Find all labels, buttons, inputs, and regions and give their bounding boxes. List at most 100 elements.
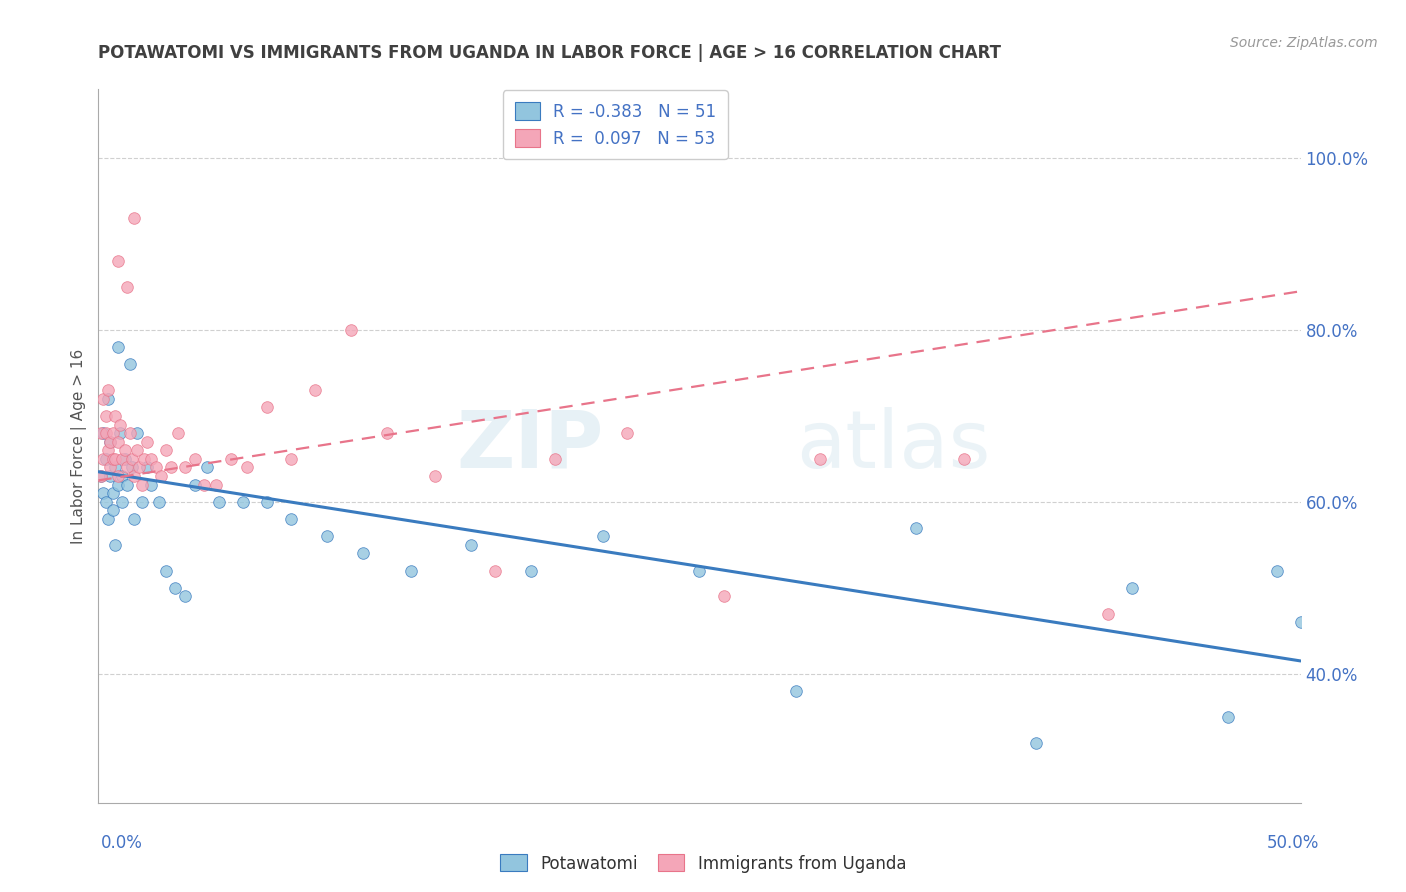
Point	[616, 426, 638, 441]
Point	[125, 443, 148, 458]
Text: 0.0%: 0.0%	[101, 834, 143, 852]
Point	[108, 417, 131, 432]
Point	[713, 590, 735, 604]
Point	[195, 460, 218, 475]
Point	[155, 443, 177, 458]
Point	[155, 564, 177, 578]
Point	[280, 451, 302, 466]
Point	[689, 564, 711, 578]
Point	[315, 529, 337, 543]
Legend: R = -0.383   N = 51, R =  0.097   N = 53: R = -0.383 N = 51, R = 0.097 N = 53	[503, 90, 728, 160]
Point	[104, 409, 127, 423]
Point	[91, 486, 114, 500]
Point	[256, 401, 278, 415]
Point	[121, 451, 143, 466]
Point	[205, 477, 228, 491]
Point	[544, 451, 567, 466]
Point	[114, 451, 136, 466]
Point	[219, 451, 242, 466]
Legend: Potawatomi, Immigrants from Uganda: Potawatomi, Immigrants from Uganda	[494, 847, 912, 880]
Point	[375, 426, 398, 441]
Point	[101, 486, 124, 500]
Point	[208, 495, 231, 509]
Point	[100, 460, 122, 475]
Point	[484, 564, 506, 578]
Point	[904, 521, 927, 535]
Point	[304, 383, 326, 397]
Point	[91, 451, 114, 466]
Text: ZIP: ZIP	[456, 407, 603, 485]
Point	[111, 451, 134, 466]
Point	[91, 426, 114, 441]
Point	[124, 512, 146, 526]
Point	[101, 503, 124, 517]
Point	[118, 426, 141, 441]
Point	[90, 426, 112, 441]
Point	[174, 590, 197, 604]
Point	[520, 564, 543, 578]
Point	[94, 495, 117, 509]
Y-axis label: In Labor Force | Age > 16: In Labor Force | Age > 16	[72, 349, 87, 543]
Point	[148, 495, 170, 509]
Point	[91, 392, 114, 406]
Point	[100, 434, 122, 449]
Point	[1025, 736, 1047, 750]
Point	[107, 434, 129, 449]
Point	[97, 392, 120, 406]
Point	[131, 477, 153, 491]
Point	[94, 451, 117, 466]
Point	[808, 451, 831, 466]
Point	[128, 460, 150, 475]
Point	[1265, 564, 1288, 578]
Point	[124, 211, 146, 226]
Point	[118, 357, 141, 371]
Point	[135, 434, 157, 449]
Point	[149, 469, 172, 483]
Point	[104, 460, 127, 475]
Point	[135, 460, 157, 475]
Point	[592, 529, 614, 543]
Point	[107, 254, 129, 268]
Text: POTAWATOMI VS IMMIGRANTS FROM UGANDA IN LABOR FORCE | AGE > 16 CORRELATION CHART: POTAWATOMI VS IMMIGRANTS FROM UGANDA IN …	[98, 45, 1001, 62]
Point	[107, 477, 129, 491]
Point	[785, 684, 807, 698]
Point	[107, 340, 129, 354]
Point	[1097, 607, 1119, 621]
Point	[100, 434, 122, 449]
Point	[131, 495, 153, 509]
Point	[423, 469, 446, 483]
Point	[94, 409, 117, 423]
Point	[280, 512, 302, 526]
Point	[166, 426, 188, 441]
Point	[159, 460, 181, 475]
Point	[460, 538, 482, 552]
Point	[117, 460, 139, 475]
Point	[340, 323, 363, 337]
Point	[399, 564, 422, 578]
Point	[97, 512, 120, 526]
Point	[141, 477, 163, 491]
Point	[90, 469, 112, 483]
Point	[953, 451, 976, 466]
Text: atlas: atlas	[796, 407, 990, 485]
Point	[97, 443, 120, 458]
Point	[107, 469, 129, 483]
Point	[1218, 710, 1240, 724]
Point	[125, 426, 148, 441]
Point	[101, 426, 124, 441]
Point	[141, 451, 163, 466]
Point	[94, 426, 117, 441]
Point	[121, 460, 143, 475]
Point	[104, 538, 127, 552]
Point	[1289, 615, 1312, 630]
Point	[145, 460, 167, 475]
Point	[114, 443, 136, 458]
Point	[104, 451, 127, 466]
Point	[101, 451, 124, 466]
Text: Source: ZipAtlas.com: Source: ZipAtlas.com	[1230, 36, 1378, 50]
Point	[117, 477, 139, 491]
Point	[183, 451, 205, 466]
Point	[236, 460, 259, 475]
Point	[117, 280, 139, 294]
Point	[132, 451, 155, 466]
